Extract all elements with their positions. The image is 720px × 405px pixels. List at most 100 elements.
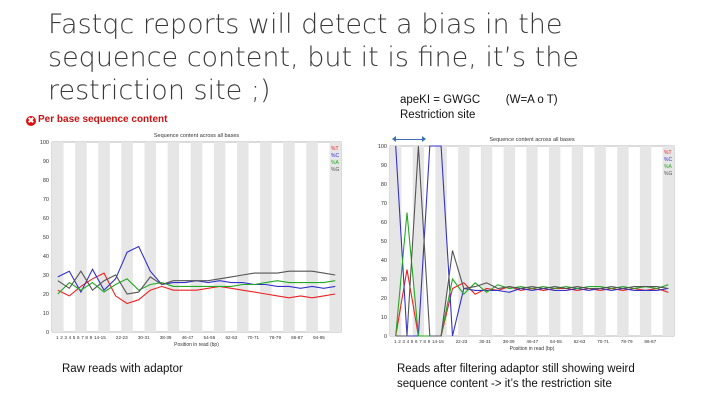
x-tick-label: 1 [394,339,397,344]
background-band [435,146,447,336]
x-tick-label: 54-55 [204,335,216,340]
x-tick-label: 30-31 [138,335,150,340]
x-tick-label: 4 [407,339,410,344]
x-tick-label: 6 [415,339,418,344]
background-band [390,146,402,336]
x-tick-label: 94-95 [313,335,325,340]
x-tick-label: 62-63 [225,335,237,340]
legend-entry: %G [664,171,672,177]
y-tick-label: 60 [43,216,49,222]
x-tick-label: 8 [85,335,88,340]
slide-title: Fastqc reports will detect a bias in the… [48,9,579,106]
x-tick-label: 1 [56,335,59,340]
x-tick-label: 7 [419,339,422,344]
y-tick-label: 40 [381,258,387,264]
background-band [503,146,515,336]
legend-entry: %C [331,153,339,159]
y-tick-label: 50 [381,239,387,245]
legend-entry: %A [664,164,672,170]
legend-entry: %C [664,157,672,163]
background-band [617,146,629,336]
legend-entry: %T [664,150,672,156]
y-tick-label: 90 [43,159,49,165]
fail-icon: ✖ [26,116,36,126]
module-heading-text: Per base sequence content [38,114,168,125]
x-tick-label: 86-87 [644,339,656,344]
background-band [571,146,584,336]
x-tick-label: 46-47 [526,339,538,344]
y-tick-label: 40 [43,254,49,260]
background-band [662,146,674,336]
background-band [412,146,425,336]
background-band [594,146,606,336]
background-band [639,146,652,336]
x-tick-label: 9 [90,335,93,340]
left-caption: Raw reads with adaptor [62,363,183,375]
x-tick-label: 54-55 [550,339,562,344]
y-tick-label: 100 [378,144,387,150]
series-line-g [57,270,336,295]
background-band [329,142,341,332]
x-tick-label: 3 [64,335,67,340]
background-band [526,146,538,336]
y-tick-label: 70 [381,201,387,207]
y-tick-label: 0 [46,330,49,336]
right-caption: Reads after filtering adaptor still show… [397,362,635,392]
y-tick-label: 100 [40,140,49,146]
background-band [213,142,226,332]
x-tick-label: 7 [81,335,84,340]
x-tick-label: 78-79 [269,335,281,340]
fastqc-module-heading: ✖ Per base sequence content [26,114,168,126]
y-tick-label: 20 [381,296,387,302]
y-tick-label: 30 [43,273,49,279]
y-tick-label: 10 [43,311,49,317]
x-tick-label: 3 [402,339,405,344]
left-sequence-content-chart: 0 10 20 30 40 50 60 70 80 90 100 1 2 3 4 5 6 7 8 9 14-15 22-2… [40,133,342,348]
background-band [236,142,249,332]
x-tick-label: 5 [73,335,76,340]
y-tick-label: 60 [381,220,387,226]
background-band [260,142,272,332]
y-tick-label: 0 [384,334,387,340]
x-tick-label: 30-31 [479,339,491,344]
series-line-g [395,145,669,337]
background-band [458,146,470,336]
x-tick-label: 70-71 [247,335,259,340]
background-band [306,142,318,332]
x-tick-label: 8 [423,339,426,344]
y-tick-label: 10 [381,315,387,321]
series-line-t [57,272,336,305]
right-caption-line-2: sequence content -> it’s the restriction… [397,378,612,390]
legend-entry: %T [331,146,339,152]
background-band [167,142,180,332]
x-tick-label: 86-87 [291,335,303,340]
chart-title: Sequence content across all bases [489,137,575,143]
background-band [52,142,64,332]
x-tick-label: 70-71 [597,339,609,344]
x-tick-label: 46-47 [182,335,194,340]
restriction-site-label: Restriction site [400,109,476,121]
y-tick-label: 20 [43,292,49,298]
x-tick-label: 5 [411,339,414,344]
y-tick-label: 80 [43,178,49,184]
background-band [75,142,87,332]
y-tick-label: 80 [381,182,387,188]
y-tick-label: 90 [381,163,387,169]
x-tick-label: 2 [60,335,63,340]
series-line-a [57,278,336,295]
x-tick-label: 78-79 [621,339,633,344]
x-tick-label: 62-63 [574,339,586,344]
legend-entry: %A [331,160,339,166]
enzyme-name-label: apeKI = GWGC (W=A o T) [400,94,558,106]
x-tick-label: 38-39 [160,335,172,340]
x-tick-label: 2 [398,339,401,344]
x-axis-label: Position in read (bp) [510,346,555,352]
background-band [121,142,133,332]
background-band [144,142,157,332]
x-tick-label: 38-39 [503,339,515,344]
background-band [549,146,561,336]
legend-entry: %G [331,167,339,173]
y-tick-label: 70 [43,197,49,203]
x-tick-label: 14-15 [432,339,444,344]
enzyme-annotation: apeKI = GWGC (W=A o T) Restriction site [400,93,558,123]
